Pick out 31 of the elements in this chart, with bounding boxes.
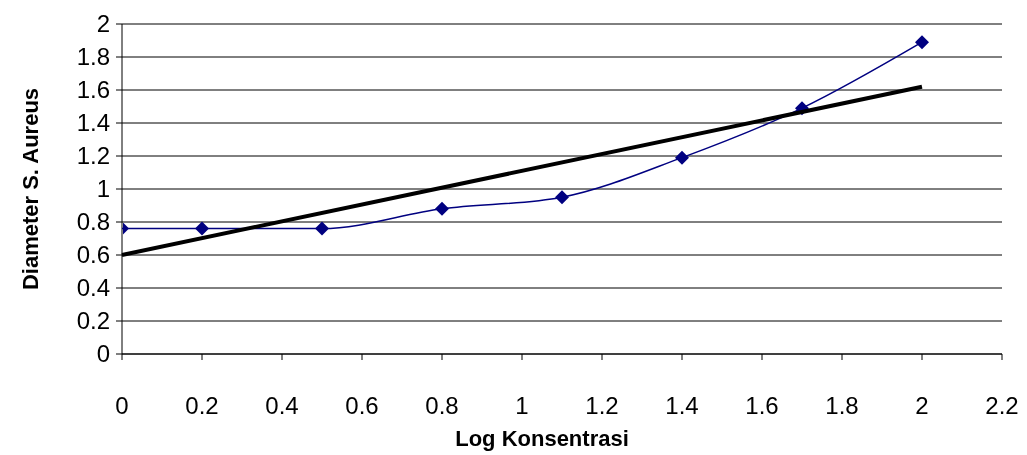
point xyxy=(555,190,569,205)
x-tick-label: 1.4 xyxy=(665,392,699,419)
y-tick-label: 0.2 xyxy=(76,307,110,334)
x-tick-label: 0.6 xyxy=(345,392,379,419)
y-tick-label: 1.4 xyxy=(76,109,110,136)
x-tick-label: 1 xyxy=(515,392,529,419)
point xyxy=(915,35,929,50)
x-tick-label: 0.2 xyxy=(185,392,219,419)
x-tick-label: 0 xyxy=(115,392,129,419)
y-axis-title: Diameter S. Aureus xyxy=(18,87,43,291)
y-tick-label: 1.6 xyxy=(76,76,110,103)
x-tick-label: 0.8 xyxy=(425,392,459,419)
x-tick-label: 1.8 xyxy=(825,392,859,419)
x-tick-label: 1.6 xyxy=(745,392,779,419)
x-tick-label: 1.2 xyxy=(585,392,619,419)
point xyxy=(315,221,329,236)
y-tick-label: 2 xyxy=(96,10,110,37)
point xyxy=(195,221,209,236)
x-tick-label: 0.4 xyxy=(265,392,299,419)
y-tick-label: 0.6 xyxy=(76,241,110,268)
point xyxy=(675,150,689,165)
y-tick-label: 0.8 xyxy=(76,208,110,235)
y-tick-label: 1.2 xyxy=(76,142,110,169)
y-tick-label: 1 xyxy=(96,175,110,202)
x-tick-label: 2.2 xyxy=(985,392,1019,419)
x-tick-label: 2 xyxy=(915,392,929,419)
x-axis-title: Log Konsentrasi xyxy=(455,426,629,451)
y-tick-label: 1.8 xyxy=(76,43,110,70)
y-tick-label: 0 xyxy=(96,340,110,367)
y-tick-label: 0.4 xyxy=(76,274,110,301)
point xyxy=(435,201,449,216)
